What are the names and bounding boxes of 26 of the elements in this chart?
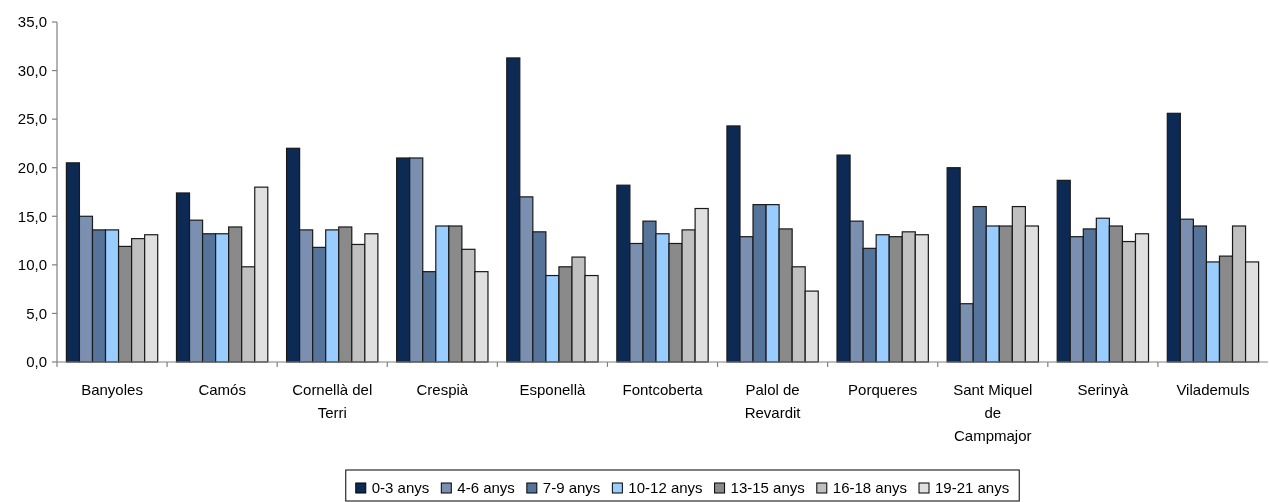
x-tick-label: Porqueres	[848, 381, 918, 399]
legend-label: 10-12 anys	[628, 479, 703, 497]
y-tick-label: 10,0	[17, 256, 47, 274]
legend-label: 4-6 anys	[457, 479, 515, 497]
y-tick-label: 25,0	[17, 110, 47, 128]
y-tick-label: 35,0	[17, 13, 47, 31]
x-tick-label: Vilademuls	[1176, 381, 1250, 399]
x-tick-label: Fontcoberta	[622, 381, 704, 399]
x-tick-label: Sant Miquel de Campmajor	[953, 381, 1033, 445]
x-tick-label: Palol de Revardit	[744, 381, 802, 422]
x-tick-label: Banyoles	[81, 381, 143, 399]
y-tick-label: 15,0	[17, 207, 47, 225]
x-tick-label: Cornellà del Terri	[292, 381, 373, 422]
x-tick-label: Crespià	[416, 381, 469, 399]
y-tick-label: 0,0	[26, 353, 47, 371]
x-tick-label: Camós	[198, 381, 246, 399]
x-tick-label: Serinyà	[1077, 381, 1129, 399]
x-tick-label: Esponellà	[519, 381, 586, 399]
legend-label: 13-15 anys	[730, 479, 805, 497]
legend-label: 19-21 anys	[935, 479, 1010, 497]
y-tick-label: 20,0	[17, 158, 47, 176]
legend-label: 16-18 anys	[832, 479, 908, 497]
legend-label: 7-9 anys	[542, 479, 601, 497]
y-tick-label: 5,0	[26, 304, 47, 322]
legend-label: 0-3 anys	[371, 479, 430, 497]
y-tick-label: 30,0	[17, 61, 47, 79]
